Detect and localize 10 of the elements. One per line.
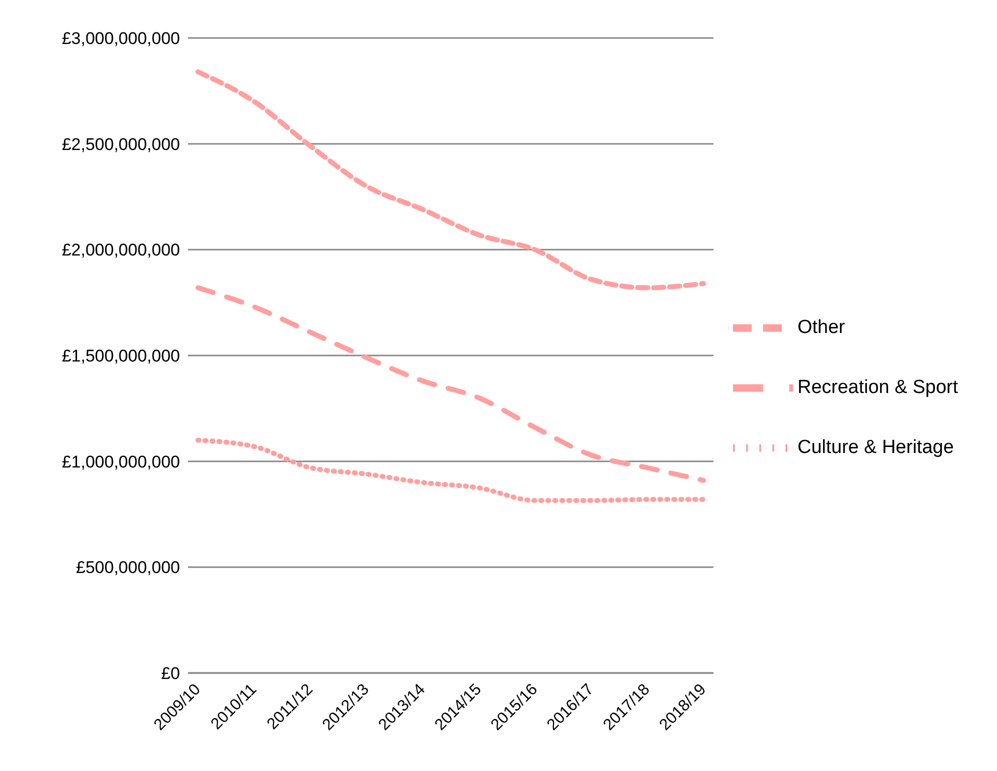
legend-label: Recreation & Sport xyxy=(797,377,958,398)
legend-label: Other xyxy=(797,317,845,338)
y-tick-label: £2,500,000,000 xyxy=(62,134,180,154)
y-tick-label: £2,000,000,000 xyxy=(62,240,180,260)
y-tick-label: £0 xyxy=(161,664,180,684)
y-tick-label: £3,000,000,000 xyxy=(62,29,180,48)
y-tick-label: £1,500,000,000 xyxy=(62,346,180,366)
y-tick-label: £500,000,000 xyxy=(76,558,180,578)
legend-label: Culture & Heritage xyxy=(797,437,954,458)
y-tick-label: £1,000,000,000 xyxy=(62,452,180,472)
